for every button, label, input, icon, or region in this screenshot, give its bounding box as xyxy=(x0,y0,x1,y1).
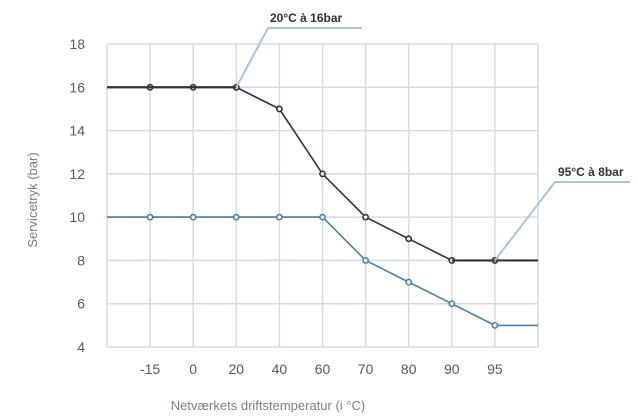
annotation-label-1: 95°C à 8bar xyxy=(558,165,624,179)
series-0-point-6 xyxy=(362,213,369,221)
series-1-point-9 xyxy=(491,321,499,329)
x-axis-title: Netværkets driftstemperatur (i °C) xyxy=(171,398,365,413)
series-0-point-4 xyxy=(275,105,283,113)
x-tick-label-90: 90 xyxy=(444,361,460,377)
x-tick-label-95: 95 xyxy=(487,361,503,377)
grid xyxy=(106,43,539,348)
series-1-point-1 xyxy=(146,213,154,221)
x-tick-label-0: 0 xyxy=(189,361,197,377)
tick-labels: 4 6 8 10 12 14 16 18 -15 0 20 40 60 70 80 90 95 xyxy=(69,36,502,377)
x-tick-label-60: 60 xyxy=(315,361,331,377)
y-tick-label-8: 8 xyxy=(77,252,85,268)
x-tick-label-70: 70 xyxy=(358,361,374,377)
series-1-point-6 xyxy=(362,257,369,264)
y-tick-label-6: 6 xyxy=(77,296,85,312)
y-axis-title: Servicetryk (bar) xyxy=(25,152,40,247)
annotation-label-0: 20°C à 16bar xyxy=(270,11,343,25)
y-tick-label-4: 4 xyxy=(77,339,85,355)
series-0-point-5 xyxy=(319,170,326,178)
y-tick-label-18: 18 xyxy=(69,36,85,52)
x-tick-label-80: 80 xyxy=(401,361,417,377)
series-1-point-8 xyxy=(448,300,456,308)
series-0-point-7 xyxy=(405,235,413,243)
x-tick-label--15: -15 xyxy=(140,361,160,377)
y-tick-label-14: 14 xyxy=(69,123,85,139)
x-tick-label-40: 40 xyxy=(272,361,288,377)
series-1-point-2 xyxy=(189,213,197,221)
series-1-point-4 xyxy=(275,213,283,221)
series-1-point-3 xyxy=(232,213,240,221)
series-1-point-7 xyxy=(405,278,413,286)
y-tick-label-12: 12 xyxy=(69,166,85,182)
annotation-leader-0 xyxy=(235,27,269,88)
annotation-leader-1 xyxy=(494,181,556,262)
annotations: 20°C à 16bar 95°C à 8bar xyxy=(235,11,630,262)
x-tick-label-20: 20 xyxy=(229,361,245,377)
series-1-point-5 xyxy=(319,213,326,221)
series-lines xyxy=(107,83,538,329)
y-tick-label-10: 10 xyxy=(69,209,85,225)
y-tick-label-16: 16 xyxy=(69,79,85,95)
